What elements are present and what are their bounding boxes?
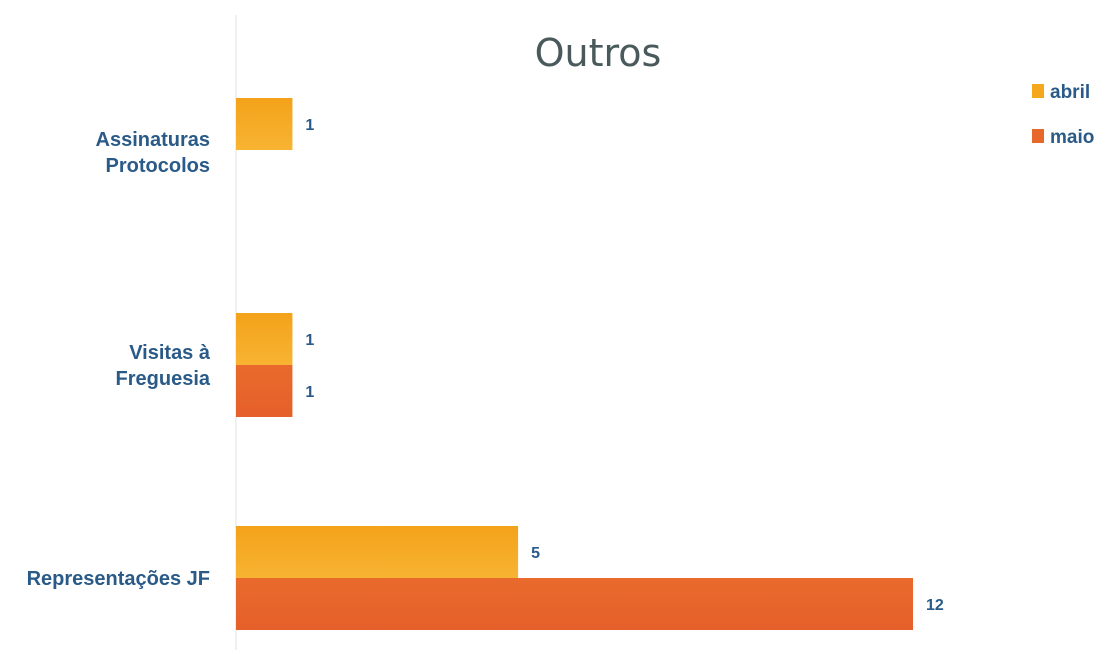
bar-abril-0 <box>236 98 293 150</box>
category-label: Representações JF <box>27 568 210 590</box>
legend-swatch-abril <box>1032 84 1044 98</box>
data-label: 1 <box>305 117 314 134</box>
bar-maio-1 <box>236 365 293 417</box>
category-label: Protocolos <box>106 155 210 177</box>
category-label: Freguesia <box>116 368 211 390</box>
data-label: 12 <box>926 597 944 614</box>
category-label: Visitas à <box>129 342 211 364</box>
chart-title: Outros <box>535 31 662 75</box>
legend-swatch-maio <box>1032 129 1044 143</box>
data-label: 5 <box>531 545 540 562</box>
legend-label-maio: maio <box>1050 127 1094 148</box>
data-label: 1 <box>305 384 314 401</box>
data-label: 1 <box>305 332 314 349</box>
category-label: Assinaturas <box>96 129 211 151</box>
bar-maio-2 <box>236 578 913 630</box>
bar-abril-2 <box>236 526 519 578</box>
bar-abril-1 <box>236 313 293 365</box>
legend-label-abril: abril <box>1050 82 1090 103</box>
